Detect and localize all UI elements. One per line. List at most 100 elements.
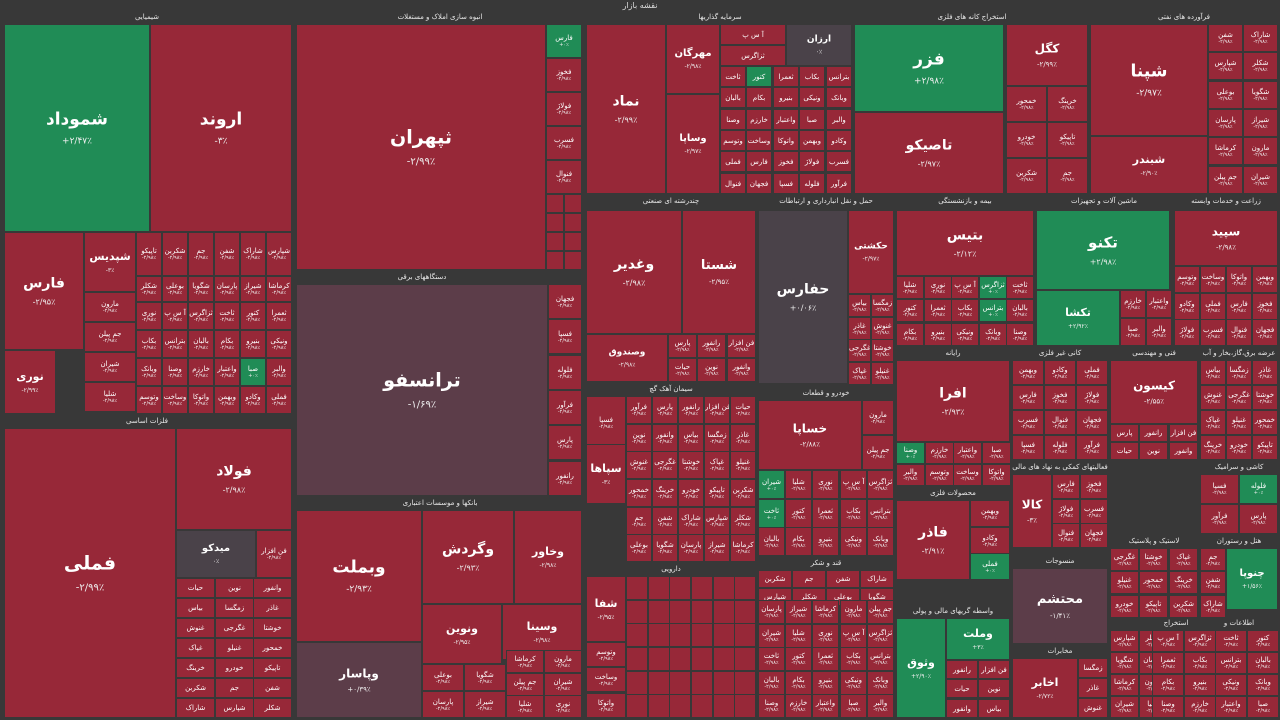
- tile-small[interactable]: بکاب -۲/۹۸٪: [840, 499, 867, 528]
- tile-small[interactable]: وساخت -۲/۹۸٪: [162, 386, 188, 414]
- tile-small[interactable]: فلوله +۰٪: [1239, 474, 1278, 504]
- tile-small[interactable]: ونیکی -۲/۹۸٪: [840, 671, 867, 695]
- tile-vagardesh[interactable]: وگردش -۲/۹۳٪: [422, 510, 514, 604]
- tile-small[interactable]: [546, 232, 564, 251]
- tile-small[interactable]: [626, 694, 648, 718]
- tile-small[interactable]: فولاژ: [799, 151, 825, 172]
- tile-small[interactable]: بکاب: [799, 66, 825, 87]
- tile-small[interactable]: خمحور: [253, 638, 292, 658]
- tile-small[interactable]: [669, 576, 691, 600]
- tile-small[interactable]: فملی: [720, 151, 746, 172]
- tile-small[interactable]: [564, 232, 582, 251]
- tile-small[interactable]: پارس -۲/۹۸٪: [668, 334, 697, 358]
- tile-small[interactable]: فخوز -۲/۹۸٪: [1080, 474, 1108, 499]
- tile-small[interactable]: واعتبار -۲/۹۸٪: [1146, 290, 1172, 318]
- tile-vaghadir[interactable]: وغدیر -۲/۹۸٪: [586, 210, 682, 334]
- tile-small[interactable]: بکام -۲/۹۸٪: [896, 323, 924, 346]
- tile-small[interactable]: شفن -۲/۹۸٪: [1208, 24, 1243, 52]
- tile-small[interactable]: ثزاگرس -۲/۹۸٪: [867, 470, 894, 499]
- tile-small[interactable]: کتور -۲/۹۸٪: [896, 299, 924, 322]
- tile-small[interactable]: بیاس -۲/۹۸٪: [848, 294, 871, 317]
- tile-small[interactable]: خودرو: [215, 658, 254, 678]
- tile-small[interactable]: فسپا -۲/۹۸٪: [1200, 474, 1239, 504]
- tile-small[interactable]: غگرجی -۲/۹۸٪: [652, 451, 678, 479]
- tile-small[interactable]: وبانک -۲/۹۸٪: [136, 358, 162, 386]
- tile-small[interactable]: [648, 576, 670, 600]
- tile-small[interactable]: والبر -۲/۹۸٪: [266, 358, 292, 386]
- tile-small[interactable]: [691, 576, 713, 600]
- tile-small[interactable]: فولاژ -۲/۹۸٪: [546, 92, 582, 126]
- tile-namad[interactable]: نماد -۲/۹۹٪: [586, 24, 666, 194]
- tile-small[interactable]: شیراز-۲/۹۸٪: [704, 534, 730, 562]
- tile-chenopa[interactable]: چنوپا +۱/۵۶٪: [1226, 548, 1278, 610]
- tile-small[interactable]: جم پیلن-۲/۹۸٪: [862, 435, 894, 470]
- tile-small[interactable]: ونیکی -۲/۹۸٪: [951, 323, 979, 346]
- tile-small[interactable]: [564, 251, 582, 270]
- tile-small[interactable]: فرآور -۲/۹۸٪: [1200, 504, 1239, 534]
- tile-small[interactable]: شیران -۲/۹۸٪: [544, 673, 582, 696]
- tile-small[interactable]: خمحور -۲/۹۸٪: [1252, 410, 1278, 435]
- tile-small[interactable]: آ س پ -۲/۹۸٪: [162, 302, 188, 330]
- tile-small[interactable]: بیاس -۲/۹۸٪: [678, 424, 704, 452]
- tile-small[interactable]: پارس -۲/۹۸٪: [548, 425, 582, 460]
- tile-small[interactable]: وانفور -۲/۹۸٪: [652, 424, 678, 452]
- tile-small[interactable]: پارس: [1110, 424, 1139, 442]
- tile-small[interactable]: شگویا -۲/۹۸٪: [1110, 652, 1139, 674]
- tile-small[interactable]: ثزاگرس -۲/۹۸٪: [867, 624, 894, 648]
- tile-small[interactable]: فخوز: [773, 151, 799, 172]
- tile-small[interactable]: [734, 671, 756, 695]
- tile-small[interactable]: رانفور: [946, 660, 978, 679]
- tile-small[interactable]: ثعمرا -۲/۹۸٪: [812, 499, 839, 528]
- tile-small[interactable]: ثزاگرس: [720, 45, 786, 66]
- tile-small[interactable]: پارس -۲/۹۸٪: [1239, 504, 1278, 534]
- tile-small[interactable]: بترانس -۲/۹۸٪: [1215, 652, 1247, 674]
- tile-small[interactable]: حیات -۲/۹۸٪: [668, 358, 697, 382]
- tile-small[interactable]: ونیکی -۲/۹۸٪: [1215, 674, 1247, 696]
- tile-small[interactable]: شکربن: [176, 678, 215, 698]
- tile-shamvad[interactable]: شموداد +۲/۴۷٪: [4, 24, 150, 232]
- tile-small[interactable]: بوعلی-۲/۹۸٪: [162, 276, 188, 302]
- tile-small[interactable]: بکام -۲/۹۸٪: [785, 527, 812, 556]
- tile-small[interactable]: مارون-۲/۹۸٪: [84, 292, 136, 322]
- tile-small[interactable]: بیاس: [176, 598, 215, 618]
- tile-small[interactable]: خمحور -۲/۹۸٪: [1139, 571, 1168, 594]
- tile-tehran[interactable]: ثپهران -۲/۹۹٪: [296, 24, 546, 270]
- tile-small[interactable]: جم پیلن-۲/۹۸٪: [867, 600, 894, 624]
- tile-small[interactable]: نوین -۲/۹۸٪: [697, 358, 726, 382]
- tile-small[interactable]: واعتبار -۲/۹۸٪: [812, 694, 839, 718]
- tile-fazar2[interactable]: فاذر -۲/۹۱٪: [896, 500, 970, 580]
- tile-small[interactable]: ثعمرا -۲/۹۸٪: [812, 647, 839, 671]
- tile-shepna[interactable]: شپنا -۲/۹۷٪: [1090, 24, 1208, 136]
- tile-small[interactable]: نوری-۲/۹۸٪: [924, 276, 952, 299]
- tile-small[interactable]: نوری-۲/۹۸٪: [136, 302, 162, 330]
- tile-shpdis[interactable]: شپدیس -۳٪: [84, 232, 136, 292]
- tile-small[interactable]: [691, 600, 713, 624]
- tile-small[interactable]: غگرجی: [215, 618, 254, 638]
- tile-small[interactable]: رانفور -۲/۹۸٪: [697, 334, 726, 358]
- tile-small[interactable]: حیات: [176, 578, 215, 598]
- tile-small[interactable]: جم -۲/۹۸٪: [188, 232, 214, 276]
- tile-small[interactable]: تاپیکو -۲/۹۸٪: [136, 232, 162, 276]
- tile-small[interactable]: شلیا-۲/۹۸٪: [785, 624, 812, 648]
- tile-small[interactable]: وبانک -۲/۹۸٪: [867, 527, 894, 556]
- tile-small[interactable]: بیاس -۲/۹۸٪: [1200, 360, 1226, 385]
- tile-small[interactable]: واتوکا: [773, 130, 799, 151]
- tile-akhaber[interactable]: اخابر -۲/۷۲٪: [1012, 658, 1078, 718]
- tile-small[interactable]: آ س پ -۲/۹۸٪: [840, 470, 867, 499]
- tile-small[interactable]: بوعلی-۲/۹۸٪: [626, 534, 652, 562]
- tile-fars[interactable]: فارس -۲/۹۵٪: [4, 232, 84, 350]
- tile-small[interactable]: وبهمن -۲/۹۸٪: [214, 386, 240, 414]
- tile-small[interactable]: بالبان -۲/۹۸٪: [1247, 652, 1279, 674]
- tile-small[interactable]: فارس -۲/۹۸٪: [1052, 474, 1080, 499]
- tile-small[interactable]: واتوکا -۲/۹۸٪: [982, 464, 1011, 486]
- tile-shbandar[interactable]: شبندر -۲/۹۰٪: [1090, 136, 1208, 194]
- tile-small[interactable]: غاذر -۲/۹۸٪: [1252, 360, 1278, 385]
- tile-small[interactable]: فجهان: [746, 173, 772, 194]
- tile-small[interactable]: نوین: [1139, 442, 1168, 460]
- tile-small[interactable]: شپارس -۲/۹۸٪: [704, 507, 730, 535]
- tile-small[interactable]: تاپیکو -۲/۹۸٪: [1139, 595, 1168, 618]
- tile-small[interactable]: نوری-۲/۹۸٪: [812, 624, 839, 648]
- tile-small[interactable]: وبانک: [826, 87, 852, 108]
- tile-small[interactable]: بوعلی-۲/۹۸٪: [1208, 81, 1243, 109]
- tile-small[interactable]: کتور -۲/۹۸٪: [1247, 630, 1279, 652]
